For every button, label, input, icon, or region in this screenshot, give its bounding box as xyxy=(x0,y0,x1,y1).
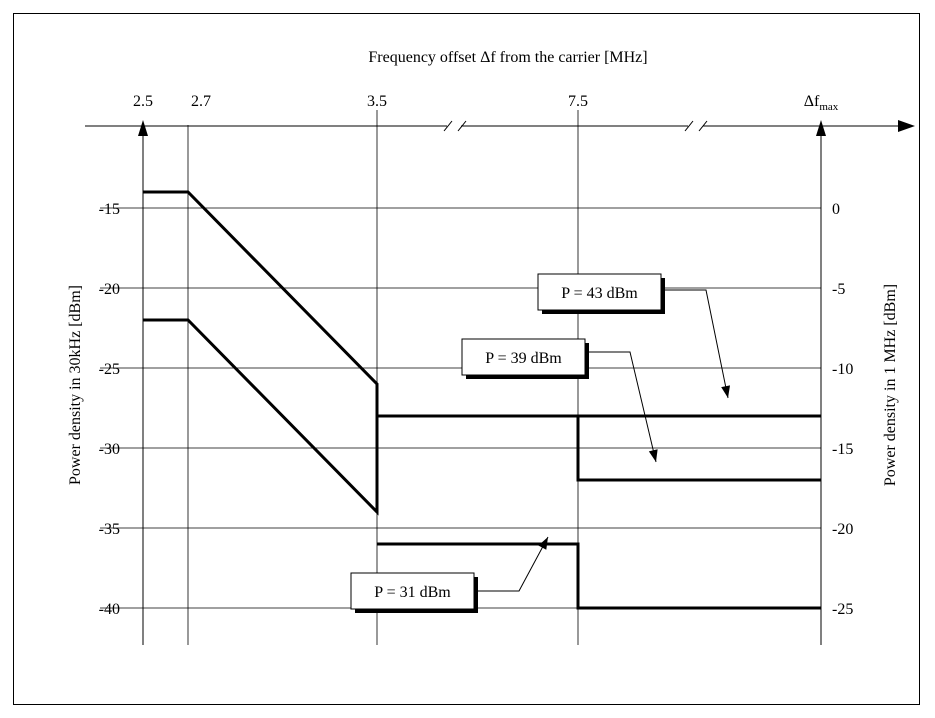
right-tick-label: -25 xyxy=(832,601,853,618)
x-tick-label: 2.5 xyxy=(133,93,153,110)
right-tick-label: -10 xyxy=(832,361,853,378)
grid-lines xyxy=(100,110,826,645)
x-tick-label: 2.7 xyxy=(191,93,211,110)
x-axis xyxy=(85,120,915,132)
callout-leader xyxy=(661,289,729,399)
right-tick-label: -15 xyxy=(832,441,853,458)
left-tick-label: -30 xyxy=(99,441,120,458)
x-axis-arrow xyxy=(898,120,915,132)
callout-label: P = 43 dBm xyxy=(561,285,638,302)
x-axis-break-mark xyxy=(684,120,694,132)
x-tick-label: 7.5 xyxy=(568,93,588,110)
right-tick-label: -20 xyxy=(832,521,853,538)
x-axis-break-mark xyxy=(457,120,467,132)
callout-box xyxy=(461,338,586,376)
callout-arrowhead xyxy=(648,449,658,462)
x-tick-label: 3.5 xyxy=(367,93,387,110)
left-tick-label: -20 xyxy=(99,281,120,298)
callout-arrowhead xyxy=(721,385,731,398)
left-tick-label: -25 xyxy=(99,361,120,378)
left-tick-labels: -15 -20 -25 -30 -35 -40 xyxy=(99,201,120,618)
callout-label: P = 39 dBm xyxy=(485,350,562,367)
callout-leader xyxy=(474,536,549,592)
left-tick-label: -35 xyxy=(99,521,120,538)
right-tick-label: -5 xyxy=(832,281,845,298)
left-axis-title: Power density in 30kHz [dBm] xyxy=(67,285,84,485)
left-tick-label: -40 xyxy=(99,601,120,618)
x-tick-label-max: Δfmax xyxy=(804,93,839,113)
right-tick-labels: 0 -5 -10 -15 -20 -25 xyxy=(832,201,853,618)
series-line xyxy=(143,190,821,418)
right-axis-arrow xyxy=(816,120,826,136)
x-axis-break-mark xyxy=(443,120,453,132)
callout-leader xyxy=(585,351,657,463)
left-axis-arrow xyxy=(138,120,148,136)
series-line xyxy=(143,318,821,516)
callout-box xyxy=(350,572,475,610)
right-axis-title: Power density in 1 MHz [dBm] xyxy=(882,284,899,486)
callout-label: P = 31 dBm xyxy=(374,584,451,601)
series-line xyxy=(377,542,821,610)
data-series xyxy=(143,190,821,610)
figure-border xyxy=(13,13,920,705)
callout-arrowhead xyxy=(538,537,548,550)
left-tick-label: -15 xyxy=(99,201,120,218)
series-callouts: P = 43 dBm P = 39 dBm P = 31 dBm xyxy=(350,273,731,613)
right-tick-label: 0 xyxy=(832,201,840,218)
x-axis-title: Frequency offset Δf from the carrier [MH… xyxy=(368,49,647,66)
callout-box xyxy=(537,273,662,311)
x-axis-break-mark xyxy=(698,120,708,132)
x-tick-labels: 2.5 2.7 3.5 7.5 Δfmax xyxy=(133,93,839,113)
